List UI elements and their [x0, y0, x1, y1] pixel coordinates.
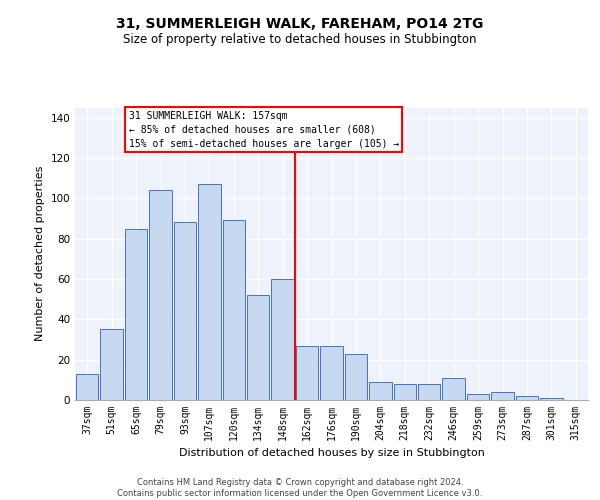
Y-axis label: Number of detached properties: Number of detached properties: [35, 166, 45, 342]
Bar: [418, 384, 440, 400]
Bar: [247, 295, 269, 400]
Text: Size of property relative to detached houses in Stubbington: Size of property relative to detached ho…: [123, 32, 477, 46]
Text: Contains HM Land Registry data © Crown copyright and database right 2024.
Contai: Contains HM Land Registry data © Crown c…: [118, 478, 482, 498]
Bar: [394, 384, 416, 400]
Text: 31, SUMMERLEIGH WALK, FAREHAM, PO14 2TG: 31, SUMMERLEIGH WALK, FAREHAM, PO14 2TG: [116, 18, 484, 32]
Bar: [320, 346, 343, 400]
Bar: [198, 184, 221, 400]
Bar: [100, 330, 123, 400]
Bar: [296, 346, 319, 400]
Bar: [125, 228, 148, 400]
Bar: [223, 220, 245, 400]
Bar: [173, 222, 196, 400]
Bar: [515, 396, 538, 400]
Text: 31 SUMMERLEIGH WALK: 157sqm
← 85% of detached houses are smaller (608)
15% of se: 31 SUMMERLEIGH WALK: 157sqm ← 85% of det…: [129, 110, 399, 148]
X-axis label: Distribution of detached houses by size in Stubbington: Distribution of detached houses by size …: [179, 448, 484, 458]
Bar: [491, 392, 514, 400]
Bar: [344, 354, 367, 400]
Bar: [271, 279, 294, 400]
Bar: [149, 190, 172, 400]
Bar: [467, 394, 490, 400]
Bar: [369, 382, 392, 400]
Bar: [540, 398, 563, 400]
Bar: [442, 378, 465, 400]
Bar: [76, 374, 98, 400]
